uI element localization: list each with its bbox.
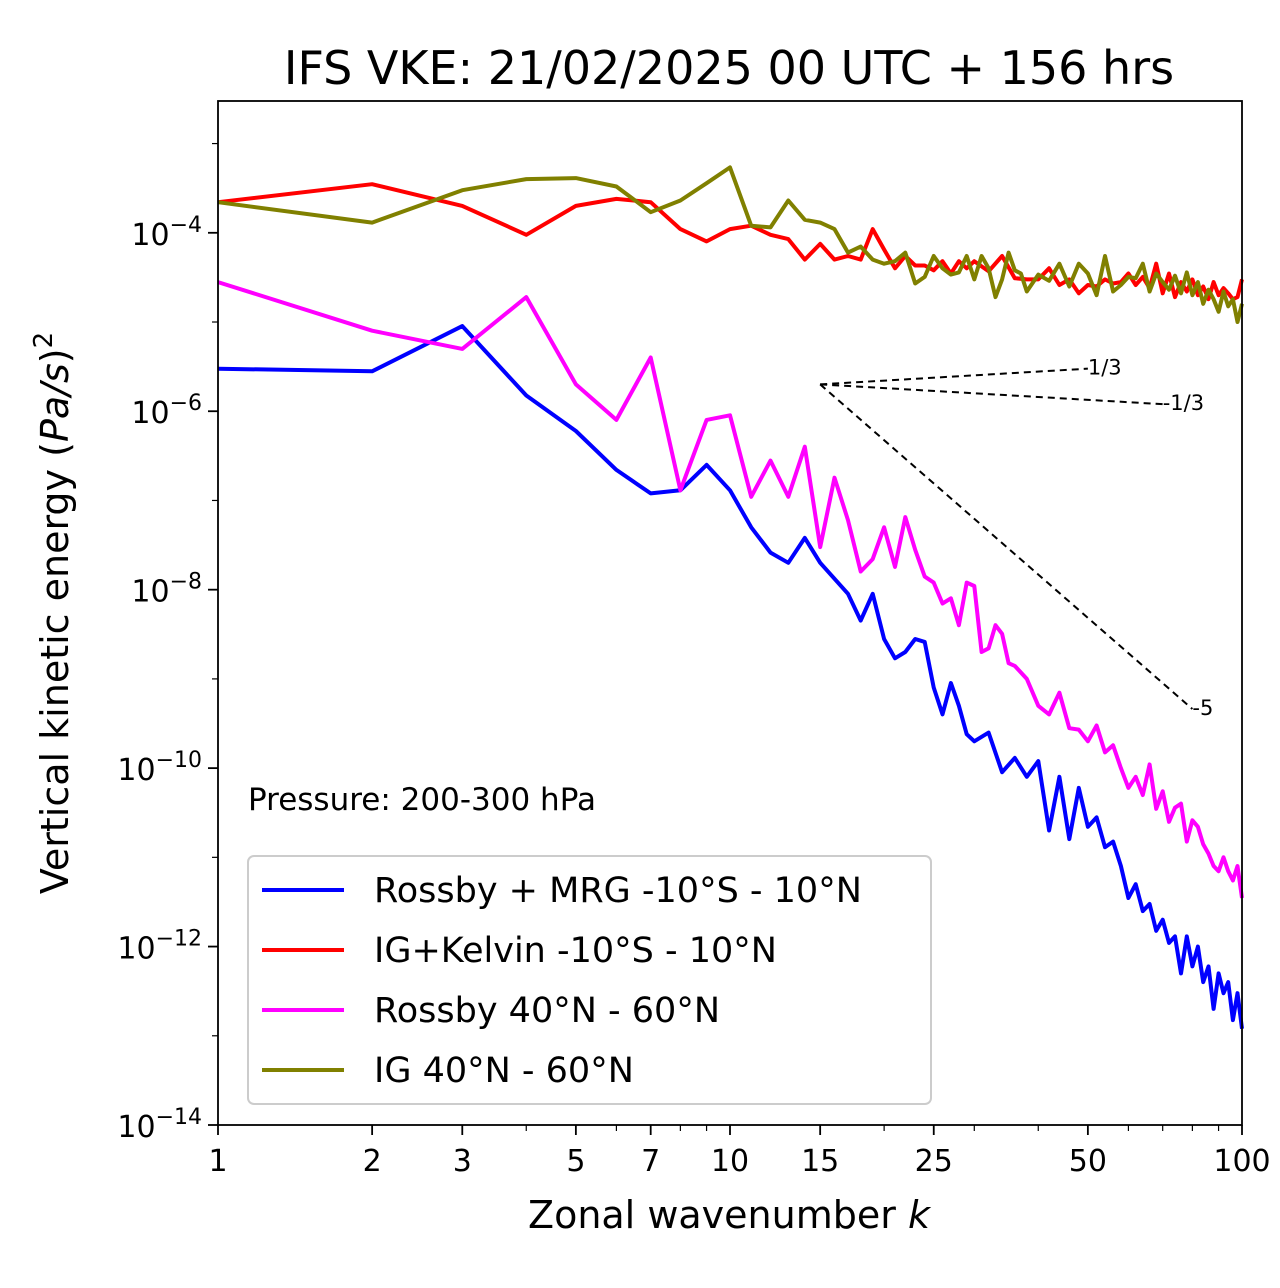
x-tick-label-8: 50 xyxy=(1069,1144,1107,1179)
x-tick-label-9: 100 xyxy=(1213,1144,1270,1179)
y-tick-label-2: 10−8 xyxy=(131,570,202,610)
legend-label-3: IG 40°N - 60°N xyxy=(374,1051,634,1091)
x-tick-label-2: 3 xyxy=(453,1144,472,1179)
pressure-annotation: Pressure: 200-300 hPa xyxy=(248,782,596,818)
chart-title: IFS VKE: 21/02/2025 00 UTC + 156 hrs xyxy=(284,41,1174,95)
series-line-0 xyxy=(217,324,1244,1029)
legend-label-1: IG+Kelvin -10°S - 10°N xyxy=(374,931,777,971)
x-tick-label-4: 7 xyxy=(641,1144,660,1179)
legend-items: Rossby + MRG -10°S - 10°N IG+Kelvin -10°S… xyxy=(262,871,862,1091)
plot-frame xyxy=(217,100,1243,1126)
y-tick-label-1: 10−6 xyxy=(131,391,202,431)
x-tick-label-1: 2 xyxy=(363,1144,382,1179)
axis-ticks: 1 2 3 5 7 10 15 25 50 100 10−4 10−6 10−8 10−10 10−12 10… xyxy=(117,142,1271,1179)
slope-line-1 xyxy=(820,383,1163,406)
slope-line-2 xyxy=(819,383,1194,710)
slope-label-1: -1/3 xyxy=(1163,391,1204,415)
y-axis-label: Vertical kinetic energy (Pa/s)2 xyxy=(29,332,77,894)
legend-label-0: Rossby + MRG -10°S - 10°N xyxy=(374,871,862,911)
slope-label-2: -5 xyxy=(1192,696,1213,720)
y-tick-label-4: 10−12 xyxy=(117,927,202,967)
legend: Rossby + MRG -10°S - 10°N IG+Kelvin -10°S… xyxy=(247,855,932,1105)
x-tick-label-5: 10 xyxy=(711,1144,749,1179)
series-line-2 xyxy=(217,280,1244,899)
slope-line-0 xyxy=(820,367,1088,386)
legend-box xyxy=(247,855,932,1105)
slope-label-0: 1/3 xyxy=(1088,356,1122,380)
x-tick-label-7: 25 xyxy=(915,1144,953,1179)
series-line-3 xyxy=(217,165,1244,324)
series-layer xyxy=(217,165,1244,1029)
y-tick-label-0: 10−4 xyxy=(131,213,202,253)
reference-slopes: 1/3 -1/3 -5 xyxy=(819,356,1213,720)
legend-label-2: Rossby 40°N - 60°N xyxy=(374,991,720,1031)
x-axis-label: Zonal wavenumber k xyxy=(528,1193,932,1237)
x-tick-label-3: 5 xyxy=(566,1144,585,1179)
y-tick-label-3: 10−10 xyxy=(117,748,202,788)
x-tick-label-0: 1 xyxy=(208,1144,227,1179)
x-tick-label-6: 15 xyxy=(801,1144,839,1179)
y-tick-label-5: 10−14 xyxy=(117,1105,202,1145)
